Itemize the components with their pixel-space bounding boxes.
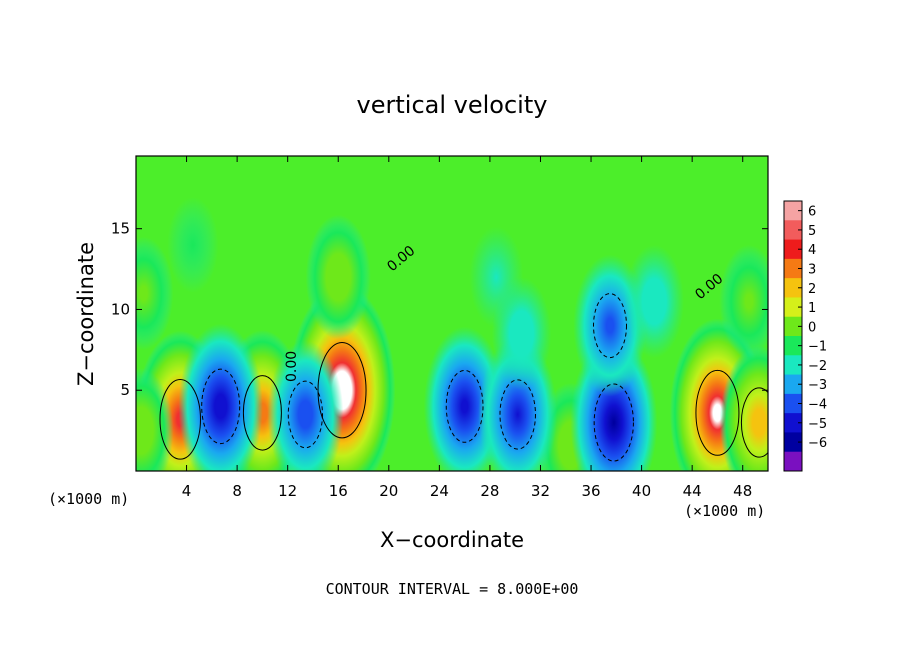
colorbar-label: 2 bbox=[808, 282, 816, 297]
zero-contours bbox=[159, 293, 768, 462]
negative-contour bbox=[593, 293, 627, 359]
colorbar-swatch bbox=[784, 239, 802, 260]
x-tick-label: 4 bbox=[182, 482, 192, 500]
x-tick-label: 20 bbox=[379, 482, 398, 500]
negative-contour bbox=[287, 380, 323, 449]
colorbar-label: −2 bbox=[808, 359, 827, 374]
x-tick-label: 8 bbox=[232, 482, 242, 500]
x-axis-label: X−coordinate bbox=[380, 528, 524, 552]
velocity-field bbox=[136, 156, 768, 471]
colorbar-swatch bbox=[784, 220, 802, 241]
y-tick-label: 5 bbox=[120, 381, 130, 399]
y-axis-label: Z−coordinate bbox=[74, 242, 98, 386]
positive-contour bbox=[695, 369, 740, 456]
colorbar-label: 3 bbox=[808, 263, 816, 278]
contour-interval-note: CONTOUR INTERVAL = 8.000E+00 bbox=[326, 580, 579, 598]
colorbar-label: −1 bbox=[808, 340, 827, 355]
colorbar-label: 1 bbox=[808, 301, 816, 316]
field-feature bbox=[624, 244, 684, 358]
field-feature bbox=[719, 345, 768, 471]
field-feature bbox=[136, 236, 174, 350]
contour-label-1: 0.00 bbox=[284, 351, 300, 382]
colorbar-label: 0 bbox=[808, 320, 816, 335]
field-feature bbox=[305, 214, 371, 340]
x-tick-label: 16 bbox=[329, 482, 348, 500]
y-tick-label: 10 bbox=[111, 300, 130, 318]
field-feature bbox=[469, 226, 524, 328]
colorbar: 6 5 4 3 2 1 0 −1 −2 −3 −4 −5 −6 bbox=[783, 200, 827, 472]
colorbar-swatch bbox=[784, 316, 802, 337]
colorbar-swatch bbox=[784, 413, 802, 433]
colorbar-swatch bbox=[784, 336, 802, 356]
colorbar-label: −6 bbox=[808, 436, 827, 451]
colorbar-label: −4 bbox=[808, 398, 827, 413]
colorbar-swatch bbox=[784, 278, 802, 298]
x-tick-label: 28 bbox=[480, 482, 499, 500]
chart-title: vertical velocity bbox=[357, 91, 548, 119]
colorbar-label: 4 bbox=[808, 243, 816, 258]
colorbar-frame bbox=[783, 200, 803, 472]
x-axis-ticks: 4 8 12 16 20 24 28 32 36 40 44 48 bbox=[182, 156, 752, 500]
negative-contour bbox=[445, 369, 484, 443]
colorbar-swatch bbox=[784, 451, 802, 472]
negative-contour bbox=[593, 383, 634, 462]
plot-frame bbox=[135, 155, 769, 472]
y-tick-label: 15 bbox=[111, 220, 130, 238]
colorbar-label: −5 bbox=[808, 417, 827, 432]
positive-contour bbox=[740, 387, 768, 458]
field-feature bbox=[719, 244, 768, 358]
positive-contour bbox=[159, 378, 201, 460]
x-tick-label: 24 bbox=[430, 482, 449, 500]
x-unit-label-right: (×1000 m) bbox=[684, 502, 765, 520]
positive-contour bbox=[242, 375, 282, 451]
field-feature bbox=[167, 197, 219, 293]
colorbar-swatch bbox=[784, 201, 802, 221]
field-feature bbox=[178, 323, 263, 471]
y-axis-ticks: 5 10 15 bbox=[111, 220, 768, 399]
field-feature bbox=[267, 340, 344, 471]
x-tick-label: 12 bbox=[278, 482, 297, 500]
colorbar-label: 5 bbox=[808, 224, 816, 239]
x-tick-label: 44 bbox=[683, 482, 702, 500]
colorbar-label: −3 bbox=[808, 378, 827, 393]
colorbar-swatch bbox=[784, 393, 802, 414]
x-tick-label: 40 bbox=[632, 482, 651, 500]
x-tick-label: 32 bbox=[531, 482, 550, 500]
positive-contour bbox=[317, 342, 367, 439]
x-tick-label: 48 bbox=[733, 482, 752, 500]
field-feature bbox=[136, 368, 174, 471]
negative-contour bbox=[499, 379, 536, 450]
colorbar-swatch bbox=[784, 297, 802, 318]
colorbar-swatch bbox=[784, 355, 802, 376]
x-tick-label: 36 bbox=[581, 482, 600, 500]
colorbar-swatch bbox=[784, 258, 802, 279]
x-unit-label-left: (×1000 m) bbox=[48, 490, 129, 508]
negative-contour bbox=[201, 368, 241, 445]
colorbar-label: 6 bbox=[808, 205, 816, 220]
colorbar-swatch bbox=[784, 432, 802, 453]
colorbar-swatch bbox=[784, 374, 802, 395]
